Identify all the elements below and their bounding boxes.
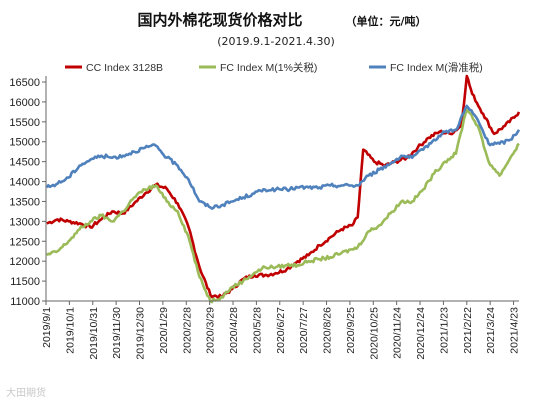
y-tick-label: 13000 [9, 216, 40, 228]
y-tick-label: 14000 [9, 177, 40, 189]
x-tick-label: 2020/7/27 [298, 307, 310, 354]
x-tick-label: 2019/10/31 [88, 307, 100, 360]
y-tick-label: 15500 [9, 117, 40, 129]
x-tick-label: 2019/10/1 [64, 307, 76, 354]
legend: CC Index 3128B FC Index M(1%关税) FC Index M… [65, 61, 483, 74]
x-tick-label: 2020/10/25 [368, 307, 380, 360]
y-tick-label: 16000 [9, 97, 40, 109]
series-line-2 [45, 106, 520, 304]
x-tick-label: 2020/3/29 [205, 307, 217, 354]
x-tick-label: 2021/3/24 [485, 307, 497, 354]
watermark: 大田期货 [6, 386, 46, 399]
x-tick-label: 2019/11/30 [111, 307, 123, 359]
x-tick-label: 2020/4/28 [228, 307, 240, 354]
y-tick-label: 16500 [9, 77, 40, 89]
x-tick-label: 2021/2/22 [462, 307, 474, 354]
x-tick-label: 2020/11/24 [392, 307, 404, 359]
x-tick-label: 2020/12/24 [415, 307, 427, 360]
legend-label: FC Index M(1%关税) [220, 61, 317, 74]
chart-title: 国内外棉花现货价格对比 [137, 11, 302, 29]
x-tick-label: 2020/8/26 [322, 307, 334, 354]
x-tick-label: 2021/4/23 [509, 307, 521, 354]
y-tick-label: 13500 [9, 196, 40, 208]
legend-label: CC Index 3128B [86, 62, 163, 74]
x-tick-label: 2021/1/23 [438, 307, 450, 354]
y-tick-label: 11500 [10, 276, 40, 288]
chart-subtitle: (2019.9.1-2021.4.30) [217, 35, 335, 48]
y-tick-label: 12000 [9, 256, 40, 268]
x-tick-label: 2020/9/25 [345, 307, 357, 354]
series-lines [45, 74, 521, 304]
y-tick-label: 11000 [10, 296, 40, 308]
x-tick-label: 2020/6/27 [275, 307, 287, 354]
x-tick-label: 2020/2/28 [181, 307, 193, 354]
x-tick-label: 2019/12/30 [135, 307, 147, 360]
axes: 11000 11500 12000 12500 13000 13500 14000 14500… [9, 76, 521, 360]
legend-label: FC Index M(滑准税) [390, 61, 483, 74]
x-tick-label: 2019/9/1 [41, 307, 53, 348]
y-tick-label: 14500 [9, 157, 40, 169]
x-tick-label: 2020/5/28 [251, 307, 263, 354]
y-tick-label: 15000 [9, 137, 40, 149]
unit-note: （单位：元/吨） [345, 14, 426, 28]
x-tick-label: 2020/1/29 [158, 307, 170, 354]
series-line-3 [45, 104, 521, 210]
y-tick-label: 12500 [9, 236, 40, 248]
